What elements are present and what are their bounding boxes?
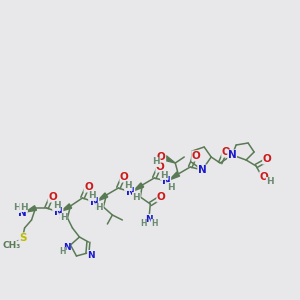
Polygon shape [26, 206, 37, 212]
Text: O: O [120, 172, 129, 182]
Text: H: H [152, 158, 160, 166]
Text: N: N [126, 187, 135, 197]
Text: H: H [13, 203, 20, 212]
Text: N: N [146, 214, 153, 224]
Text: O: O [157, 192, 166, 202]
Text: S: S [19, 233, 26, 243]
Text: N: N [162, 176, 171, 186]
Text: O: O [84, 182, 93, 192]
Text: H: H [167, 182, 175, 191]
Text: N: N [63, 242, 70, 251]
Text: H: H [133, 193, 140, 202]
Polygon shape [169, 172, 180, 180]
Text: H: H [124, 182, 132, 190]
Text: CH₃: CH₃ [2, 242, 21, 250]
Text: H: H [88, 191, 96, 200]
Polygon shape [61, 204, 72, 211]
Text: O: O [260, 172, 268, 182]
Text: N: N [54, 207, 63, 217]
Text: N: N [88, 250, 95, 260]
Text: O: O [192, 151, 201, 161]
Text: N: N [90, 197, 99, 207]
Polygon shape [164, 156, 175, 163]
Text: H: H [59, 248, 66, 256]
Text: O: O [48, 192, 57, 202]
Text: N: N [228, 150, 236, 160]
Text: N: N [18, 208, 27, 218]
Text: O: O [157, 152, 166, 162]
Text: O: O [263, 154, 272, 164]
Polygon shape [133, 183, 144, 191]
Text: H: H [96, 203, 103, 212]
Text: H: H [266, 178, 274, 187]
Text: O: O [156, 162, 165, 172]
Text: N: N [198, 165, 207, 175]
Text: O: O [222, 147, 230, 157]
Text: H: H [160, 170, 168, 179]
Polygon shape [98, 193, 108, 201]
Text: H: H [60, 214, 67, 223]
Text: H: H [151, 220, 158, 229]
Text: H: H [20, 202, 27, 211]
Text: H: H [53, 202, 60, 211]
Text: H: H [140, 220, 147, 229]
